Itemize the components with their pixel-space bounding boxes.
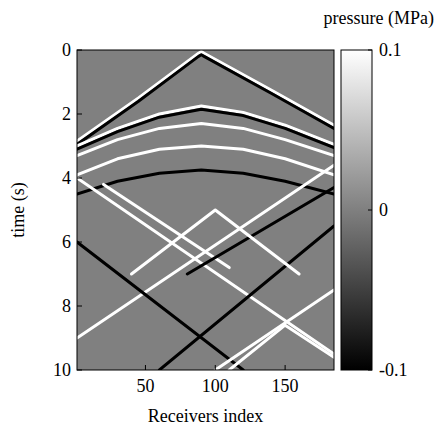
colorbar-tick (368, 210, 372, 211)
y-tick (77, 370, 82, 371)
plot-background (77, 50, 334, 370)
wavefront (229, 325, 334, 370)
y-tick (77, 242, 82, 243)
x-tick (145, 365, 146, 370)
wavefront (131, 210, 299, 274)
wavefront (104, 184, 230, 267)
colorbar (341, 50, 372, 370)
y-tick-label: 0 (62, 40, 71, 60)
y-tick (77, 50, 82, 51)
events (77, 52, 334, 370)
chart: 0 2 4 6 8 10 50 100 150 Receivers index time (s) -0… (0, 0, 440, 433)
colorbar-title: pressure (MPa) (324, 8, 434, 29)
x-tick-label: 150 (272, 376, 299, 396)
x-tick-label: 100 (202, 376, 229, 396)
x-tick (285, 365, 286, 370)
y-axis-title: time (s) (8, 182, 29, 238)
wavefront (159, 226, 334, 370)
y-tick-label: 4 (62, 168, 71, 188)
y-tick (77, 114, 82, 115)
plot-frame (77, 50, 334, 370)
colorbar-tick-label: 0.1 (379, 40, 402, 60)
wavefront (215, 290, 334, 370)
wavefront (77, 165, 334, 338)
y-tick-label: 6 (62, 232, 71, 252)
y-tick (77, 178, 82, 179)
wavefront (77, 178, 334, 354)
y-tick (77, 306, 82, 307)
x-axis-title: Receivers index (148, 406, 263, 426)
y-tick-label: 8 (62, 296, 71, 316)
y-tick-label: 2 (62, 104, 71, 124)
wavefront (77, 124, 334, 156)
colorbar-tick (368, 50, 372, 51)
y-tick-label: 10 (53, 360, 71, 380)
colorbar-tick-label: -0.1 (379, 360, 408, 380)
colorbar-tick (368, 370, 372, 371)
x-tick (215, 365, 216, 370)
x-tick-label: 50 (136, 376, 154, 396)
wavefront (187, 188, 334, 274)
colorbar-tick-label: 0 (379, 200, 388, 220)
